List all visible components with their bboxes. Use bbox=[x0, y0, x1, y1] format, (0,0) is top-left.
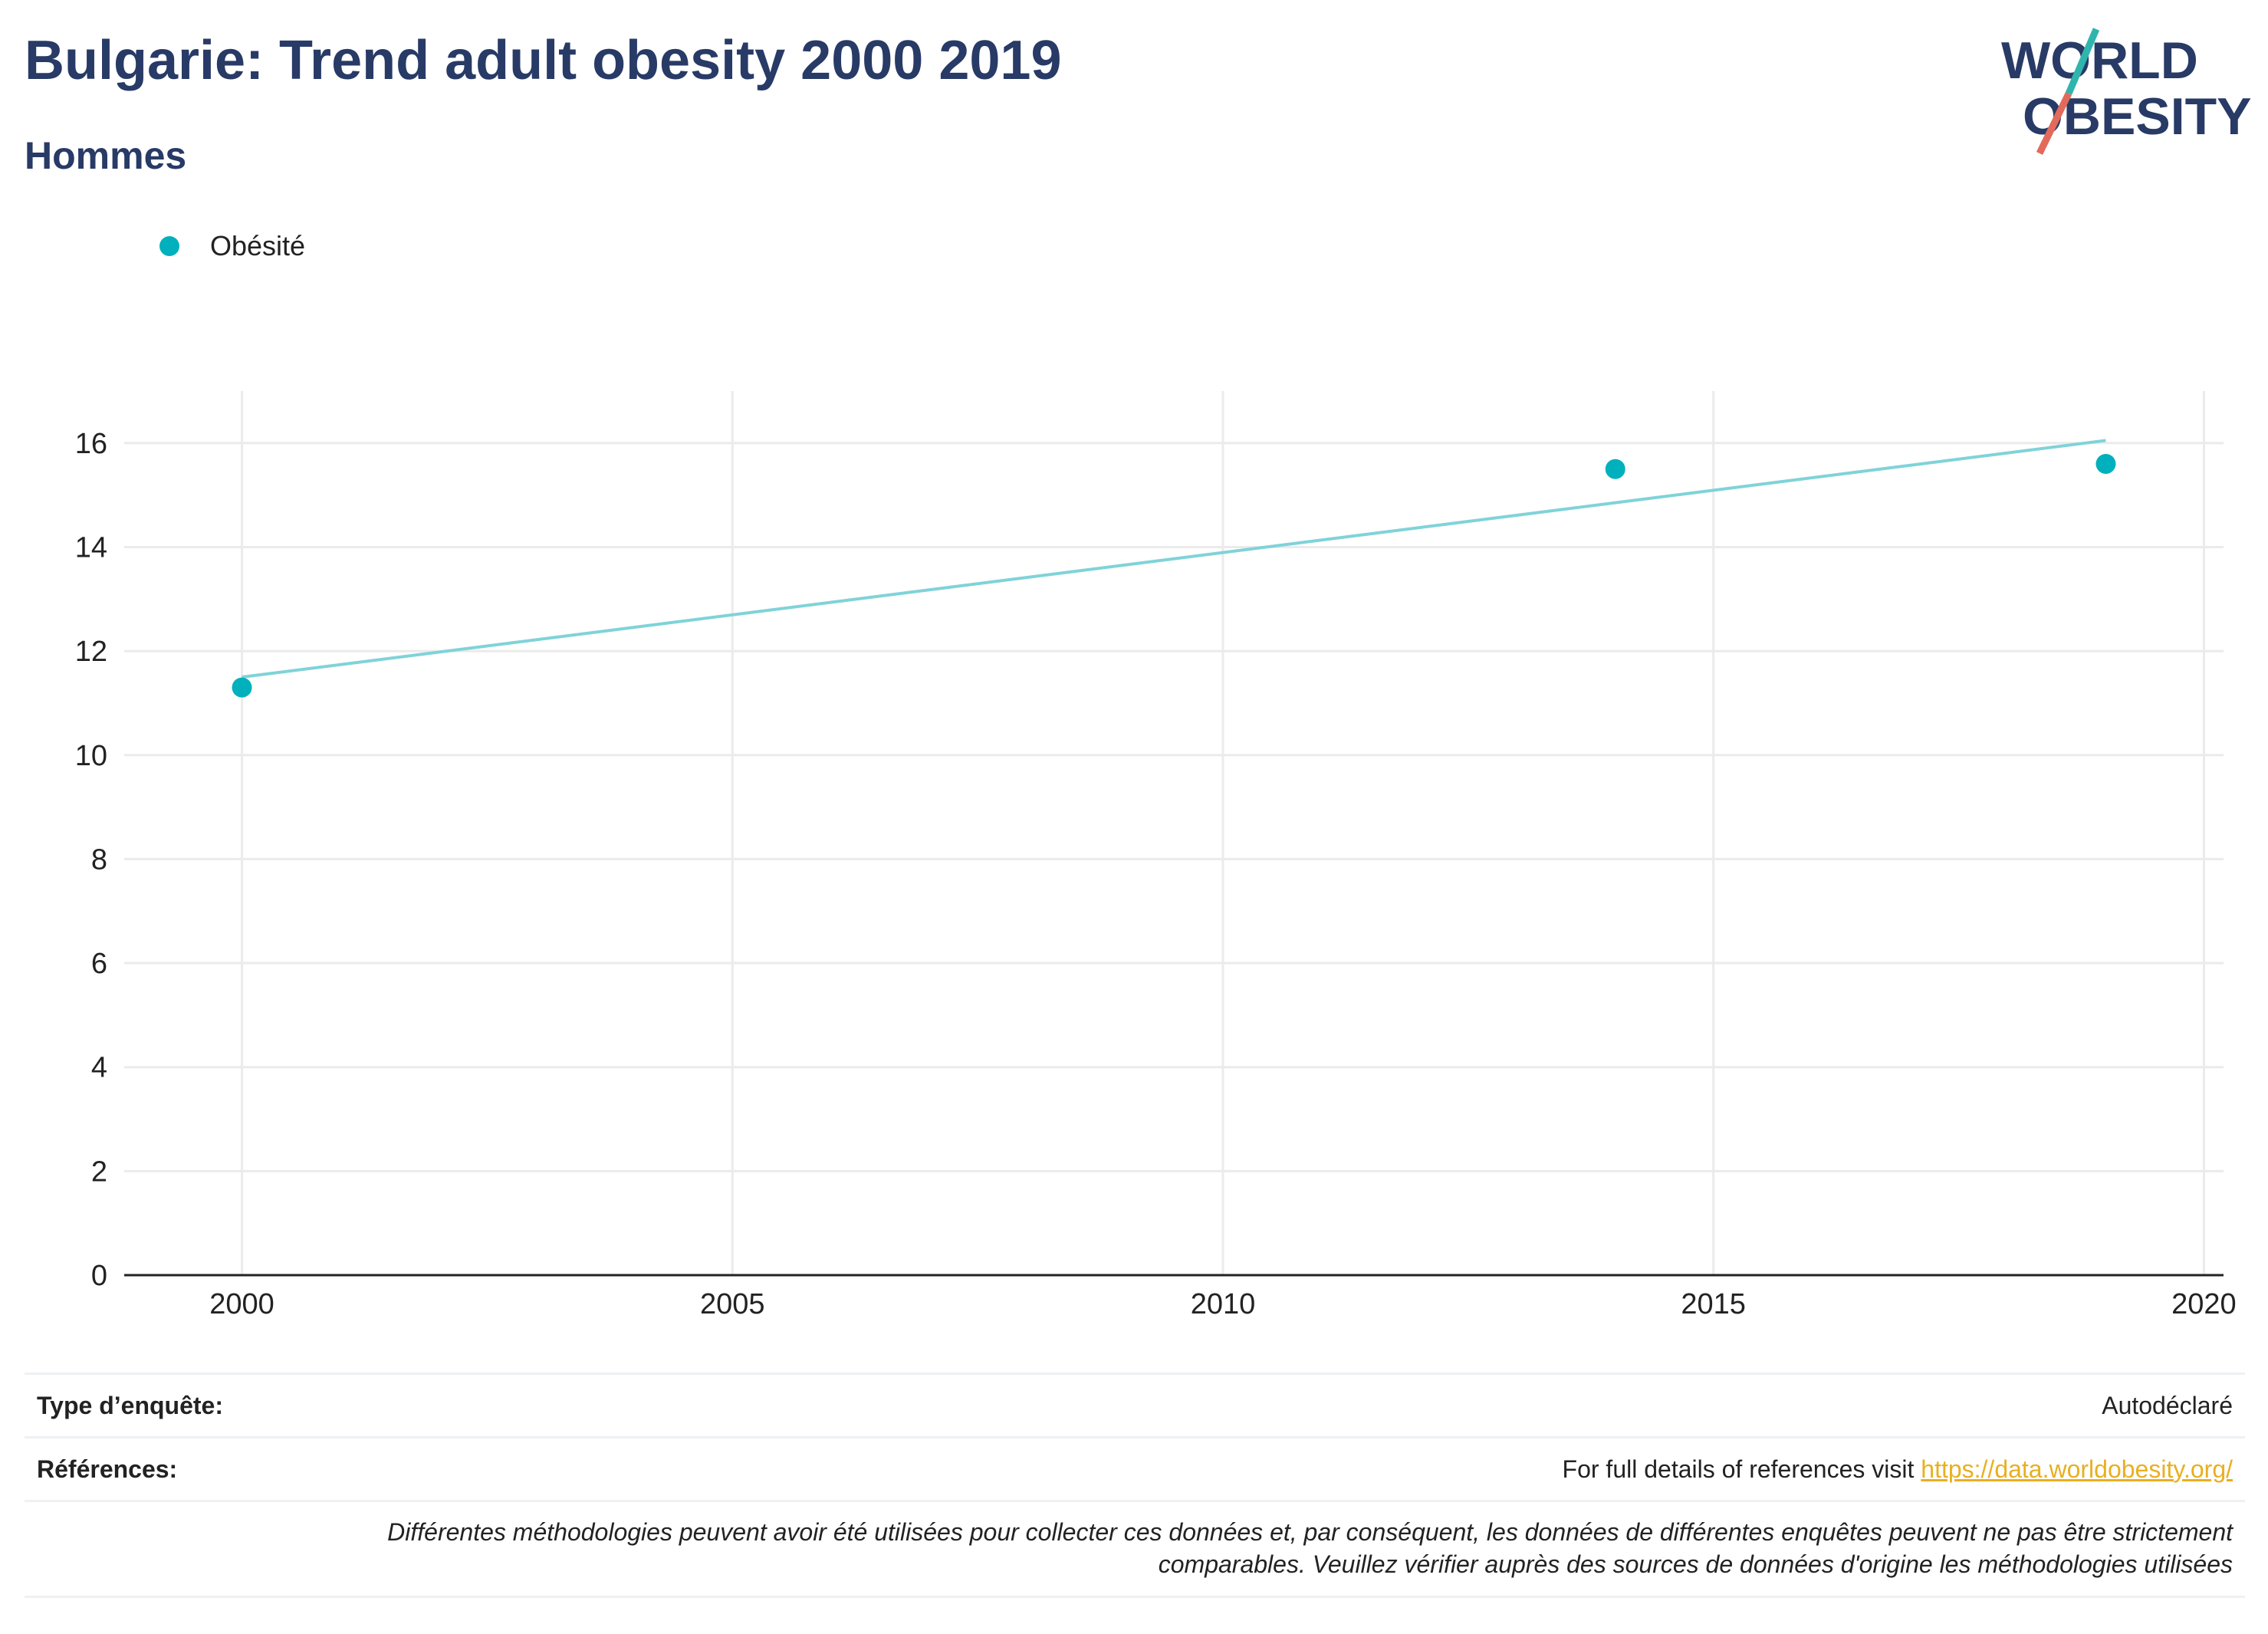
note-line-1: Différentes méthodologies peuvent avoir … bbox=[387, 1518, 2233, 1546]
legend-label: Obésité bbox=[210, 230, 306, 261]
y-tick-label: 12 bbox=[75, 636, 107, 668]
data-point bbox=[1605, 459, 1625, 479]
survey-type-value: Autodéclaré bbox=[2102, 1391, 2233, 1419]
svg-text:WORLD: WORLD bbox=[2001, 31, 2198, 90]
y-tick-label: 14 bbox=[75, 531, 107, 564]
x-tick-label: 2020 bbox=[2171, 1288, 2237, 1320]
methodology-note: Différentes méthodologies peuvent avoir … bbox=[25, 1500, 2245, 1598]
references-row: Références: For full details of referenc… bbox=[25, 1436, 2245, 1500]
world-obesity-logo: WORLD OBESITY bbox=[2001, 28, 2252, 155]
trend-line bbox=[242, 439, 2106, 679]
x-tick-label: 2015 bbox=[1681, 1288, 1746, 1320]
scatter-chart: 0 2 4 6 8 10 12 14 16 2000 2005 2010 2015 2020 bbox=[75, 391, 2237, 1320]
data-point bbox=[2095, 453, 2116, 474]
y-tick-label: 8 bbox=[91, 843, 107, 876]
y-tick-label: 2 bbox=[91, 1156, 107, 1188]
note-line-2: comparables. Veuillez vérifier auprès de… bbox=[1158, 1550, 2233, 1578]
survey-type-label: Type d’enquête: bbox=[37, 1391, 223, 1419]
x-tick-label: 2000 bbox=[209, 1288, 274, 1320]
chart-subtitle: Hommes bbox=[25, 134, 187, 177]
y-tick-label: 10 bbox=[75, 740, 107, 772]
references-text: For full details of references visit bbox=[1562, 1455, 1921, 1483]
y-tick-label: 16 bbox=[75, 428, 107, 460]
data-point bbox=[232, 677, 252, 698]
x-tick-label: 2010 bbox=[1191, 1288, 1256, 1320]
y-tick-label: 0 bbox=[91, 1260, 107, 1292]
references-value: For full details of references visit htt… bbox=[1563, 1455, 2233, 1484]
legend-marker bbox=[159, 236, 179, 256]
survey-type-row: Type d’enquête: Autodéclaré bbox=[25, 1373, 2245, 1436]
references-link[interactable]: https://data.worldobesity.org/ bbox=[1921, 1455, 2233, 1483]
y-tick-label: 4 bbox=[91, 1052, 107, 1084]
references-label: Références: bbox=[37, 1455, 178, 1483]
info-table: Type d’enquête: Autodéclaré Références: … bbox=[25, 1373, 2245, 1598]
y-tick-label: 6 bbox=[91, 948, 107, 980]
x-tick-label: 2005 bbox=[700, 1288, 765, 1320]
chart-title: Bulgarie: Trend adult obesity 2000 2019 bbox=[25, 30, 1062, 91]
legend: Obésité bbox=[159, 230, 305, 262]
